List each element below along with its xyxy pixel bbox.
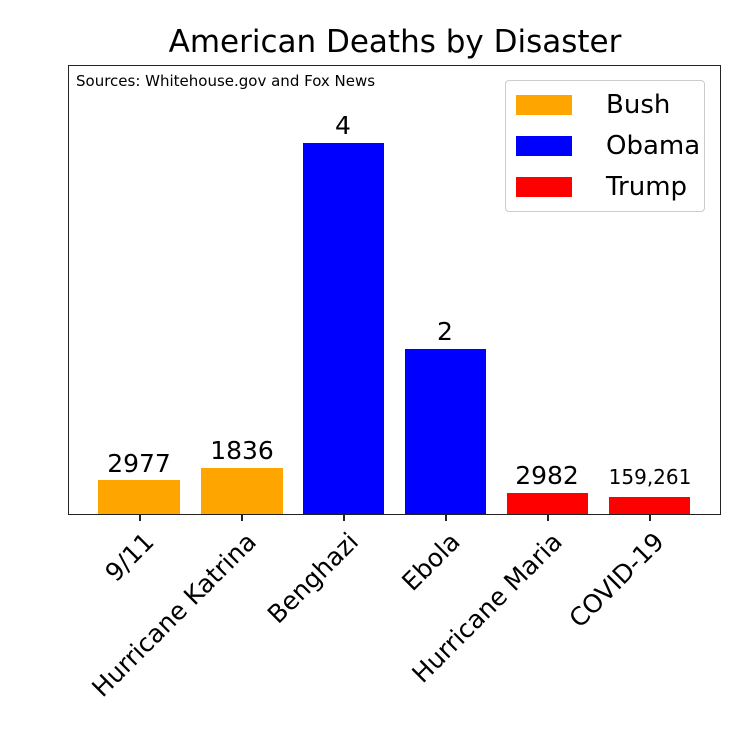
bar-hurricane-katrina [201, 468, 283, 514]
bar-benghazi [303, 143, 384, 514]
value-label-hurricane-katrina: 1836 [210, 436, 274, 465]
chart-title: American Deaths by Disaster [168, 24, 622, 60]
x-label-covid-19: COVID-19 [563, 527, 670, 634]
legend-item-trump: Trump [516, 167, 687, 207]
x-tick [343, 514, 345, 521]
legend: Bush Obama Trump [505, 80, 705, 212]
legend-swatch-bush [516, 95, 572, 115]
value-label-9-11: 2977 [107, 449, 171, 478]
bar-9-11 [98, 480, 180, 514]
value-label-covid-19: 159,261 [608, 465, 692, 489]
bar-covid-19 [609, 497, 690, 514]
legend-label-obama: Obama [606, 131, 701, 161]
value-label-benghazi: 4 [335, 111, 351, 140]
plot-area: Sources: Whitehouse.gov and Fox News [68, 65, 721, 515]
legend-swatch-obama [516, 136, 572, 156]
bar-ebola [405, 349, 486, 514]
legend-label-bush: Bush [606, 90, 671, 120]
x-tick [649, 514, 651, 521]
x-tick [547, 514, 549, 521]
x-label-ebola: Ebola [396, 527, 466, 597]
x-label-benghazi: Benghazi [261, 527, 364, 630]
x-tick [445, 514, 447, 521]
x-tick [241, 514, 243, 521]
source-annotation: Sources: Whitehouse.gov and Fox News [76, 72, 376, 90]
legend-item-obama: Obama [516, 126, 700, 166]
x-label-9-11: 9/11 [99, 527, 160, 588]
legend-item-bush: Bush [516, 85, 670, 125]
legend-swatch-trump [516, 177, 572, 197]
value-label-hurricane-maria: 2982 [515, 461, 579, 490]
legend-label-trump: Trump [606, 172, 688, 202]
bar-hurricane-maria [507, 493, 588, 514]
value-label-ebola: 2 [437, 317, 453, 346]
x-tick [139, 514, 141, 521]
